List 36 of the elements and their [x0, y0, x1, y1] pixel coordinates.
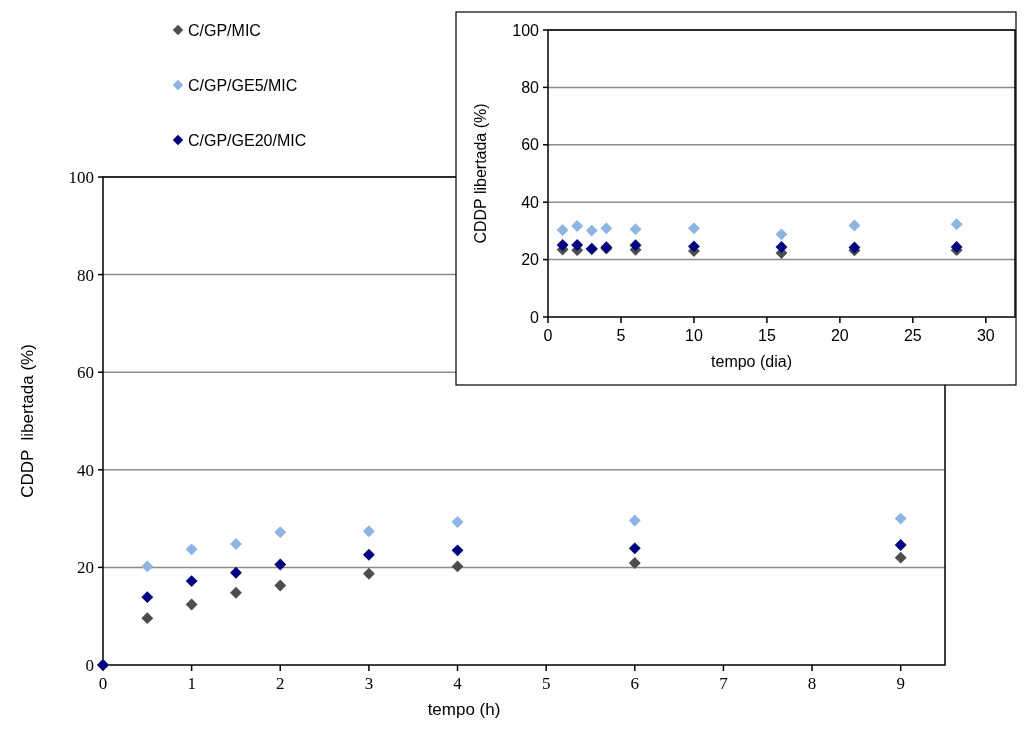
- x-tick-label: 30: [976, 327, 995, 344]
- y-tick-label: 60: [77, 363, 94, 383]
- x-tick-label: 4: [453, 674, 463, 693]
- y-tick-label: 100: [512, 21, 540, 39]
- y-axis-title: CDDP libertada (%): [472, 103, 489, 244]
- legend-label: C/GP/GE20/MIC: [188, 131, 307, 149]
- x-tick-label: 0: [98, 674, 108, 693]
- y-tick-label: 40: [77, 460, 94, 480]
- x-tick-label: 7: [719, 674, 729, 693]
- x-tick-label: 0: [543, 327, 553, 344]
- legend-label: C/GP/MIC: [188, 21, 261, 39]
- x-tick-label: 3: [364, 674, 374, 693]
- x-tick-label: 15: [758, 327, 776, 344]
- y-tick-label: 0: [530, 308, 540, 326]
- y-tick-label: 100: [68, 167, 94, 187]
- y-tick-label: 20: [77, 558, 94, 578]
- y-tick-label: 40: [521, 193, 540, 211]
- x-tick-label: 5: [616, 327, 626, 344]
- x-tick-label: 2: [276, 674, 285, 693]
- legend-label: C/GP/GE5/MIC: [188, 76, 298, 94]
- y-tick-label: 80: [77, 265, 94, 285]
- y-axis-title: CDDP libertada (%): [18, 344, 37, 498]
- x-tick-label: 9: [896, 674, 905, 693]
- y-tick-label: 20: [521, 251, 540, 269]
- x-tick-label: 6: [630, 674, 640, 693]
- y-tick-label: 60: [521, 136, 540, 154]
- x-tick-label: 25: [903, 327, 922, 344]
- x-axis-title: tempo (h): [427, 700, 501, 719]
- x-tick-label: 20: [830, 327, 849, 344]
- x-axis-title: tempo (dia): [711, 353, 792, 370]
- x-tick-label: 10: [685, 327, 703, 344]
- y-tick-label: 80: [521, 79, 540, 96]
- y-tick-label: 0: [85, 655, 94, 675]
- x-tick-label: 8: [807, 674, 817, 693]
- x-tick-label: 1: [187, 674, 196, 693]
- x-tick-label: 5: [541, 674, 551, 693]
